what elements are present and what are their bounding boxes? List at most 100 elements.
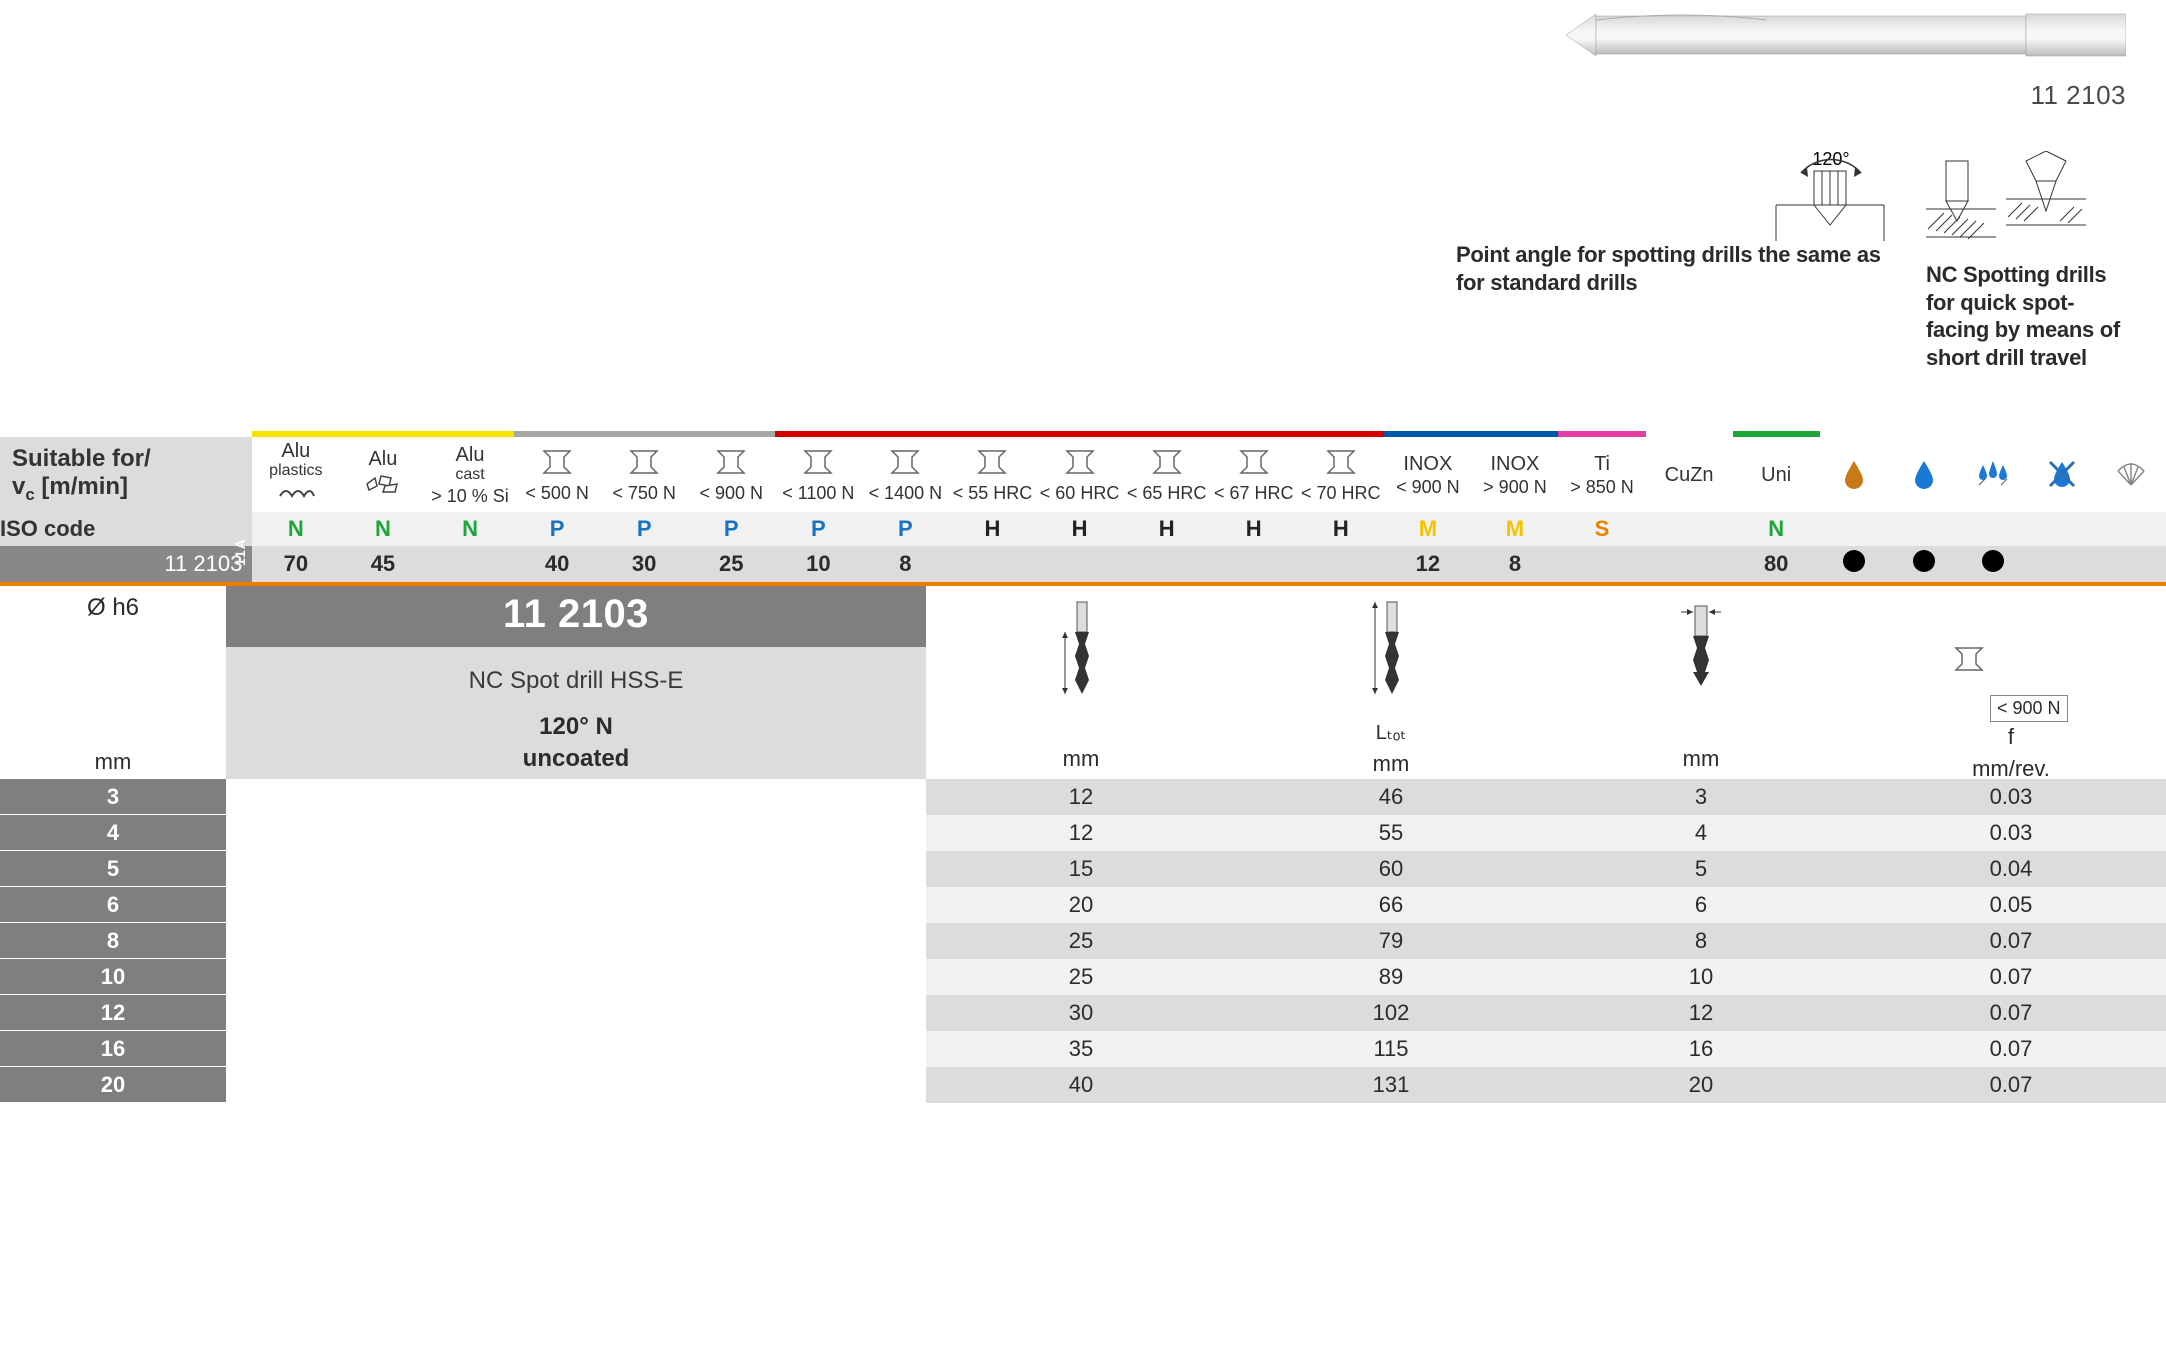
material-header-row: Suitable for/ vc [m/min] AluplasticsAluA… bbox=[0, 437, 2166, 512]
filled-dot-icon bbox=[1913, 550, 1935, 572]
value-cell: 40 bbox=[926, 1067, 1236, 1103]
iso-code-cell: P bbox=[775, 512, 862, 546]
value-cell: 12 bbox=[926, 815, 1236, 851]
iso-code-cell bbox=[2097, 512, 2166, 546]
material-spec: < 55 HRC bbox=[951, 483, 1034, 504]
speed-value-cell: 12 bbox=[1384, 546, 1471, 582]
value-cell: 66 bbox=[1236, 887, 1546, 923]
product-title: 11A 11 2103 bbox=[226, 586, 926, 647]
filled-dot-icon bbox=[1843, 550, 1865, 572]
flute-length-icon bbox=[1051, 598, 1111, 714]
iso-code-cell: P bbox=[514, 512, 601, 546]
callout-region: 120° Point angle for spotting drills the… bbox=[0, 151, 2166, 371]
iso-code-cell: N bbox=[426, 512, 513, 546]
dimension-column-headers: mmLₜₒₜmmmm < 900 N f mm/rev. bbox=[926, 586, 2166, 779]
value-column: 121215202525303540 bbox=[926, 779, 1236, 1103]
value-cell: 35 bbox=[926, 1031, 1236, 1067]
material-header-cell: < 500 N bbox=[514, 437, 601, 512]
size-cell: 5 bbox=[0, 851, 226, 887]
iso-code-cell: N bbox=[252, 512, 339, 546]
material-spec: < 65 HRC bbox=[1125, 483, 1208, 504]
value-cell: 0.07 bbox=[1856, 1067, 2166, 1103]
option-header-cell bbox=[2097, 437, 2166, 512]
ibeam-icon bbox=[516, 449, 599, 481]
ibeam-icon bbox=[1038, 449, 1121, 481]
value-cell: 115 bbox=[1236, 1031, 1546, 1067]
iso-code-cell bbox=[2027, 512, 2096, 546]
value-column: 0.030.030.040.050.070.070.070.070.07 bbox=[1856, 779, 2166, 1103]
option-header-cell bbox=[1889, 437, 1958, 512]
value-cell: 15 bbox=[926, 851, 1236, 887]
value-cell: 0.07 bbox=[1856, 1031, 2166, 1067]
material-name: INOX bbox=[1386, 454, 1469, 475]
material-header-cell: Ti> 850 N bbox=[1558, 437, 1645, 512]
value-cell: 0.07 bbox=[1856, 995, 2166, 1031]
angle-callout-text: Point angle for spotting drills the same… bbox=[1456, 241, 1886, 296]
drop-amber-icon bbox=[1822, 459, 1887, 495]
iso-code-cell: N bbox=[1733, 512, 1820, 546]
material-header-cell: Aluplastics bbox=[252, 437, 339, 512]
hero-region: 11 2103 bbox=[0, 10, 2166, 111]
dimension-rows-region: 3456810121620 12121520252530354046556066… bbox=[0, 779, 2166, 1103]
value-cell: 0.04 bbox=[1856, 851, 2166, 887]
value-cell: 6 bbox=[1546, 887, 1856, 923]
material-header-cell: Alu bbox=[339, 437, 426, 512]
size-column: 3456810121620 bbox=[0, 779, 226, 1103]
value-cell: 55 bbox=[1236, 815, 1546, 851]
iso-code-cell bbox=[1646, 512, 1733, 546]
value-columns: 1212152025253035404655606679891021151313… bbox=[926, 779, 2166, 1103]
material-header-cell: INOX< 900 N bbox=[1384, 437, 1471, 512]
iso-code-cell bbox=[1889, 512, 1958, 546]
column-unit: mm bbox=[1063, 746, 1100, 772]
badge-11a: 11A bbox=[232, 538, 248, 596]
value-cell: 0.03 bbox=[1856, 779, 2166, 815]
option-value-cell bbox=[2097, 546, 2166, 582]
filled-dot-icon bbox=[1982, 550, 2004, 572]
value-cell: 0.03 bbox=[1856, 815, 2166, 851]
iso-code-cell: H bbox=[1123, 512, 1210, 546]
alu-plastics-icon bbox=[254, 482, 337, 510]
size-cell: 8 bbox=[0, 923, 226, 959]
iso-code-cell: M bbox=[1471, 512, 1558, 546]
speed-value-cell: 80 bbox=[1733, 546, 1820, 582]
size-cell: 6 bbox=[0, 887, 226, 923]
value-cell: 8 bbox=[1546, 923, 1856, 959]
speed-value-cell bbox=[1558, 546, 1645, 582]
value-cell: 12 bbox=[926, 779, 1236, 815]
material-suitability-table: Suitable for/ vc [m/min] AluplasticsAluA… bbox=[0, 431, 2166, 582]
iso-code-cell: P bbox=[862, 512, 949, 546]
value-cell: 102 bbox=[1236, 995, 1546, 1031]
iso-code-cell bbox=[1820, 512, 1889, 546]
speed-value-cell: 45 bbox=[339, 546, 426, 582]
diameter-label: Ø h6 bbox=[0, 586, 226, 626]
value-cell: 10 bbox=[1546, 959, 1856, 995]
value-cell: 79 bbox=[1236, 923, 1546, 959]
material-header-cell: < 1400 N bbox=[862, 437, 949, 512]
value-cell: 25 bbox=[926, 959, 1236, 995]
size-cell: 16 bbox=[0, 1031, 226, 1067]
feed-badge: < 900 N f bbox=[1954, 604, 2067, 750]
dimension-header-region: Ø h6 mm 11A 11 2103 NC Spot drill HSS-E … bbox=[0, 586, 2166, 779]
material-header-cell: Uni bbox=[1733, 437, 1820, 512]
speed-value-cell bbox=[1036, 546, 1123, 582]
iso-code-cell: H bbox=[1036, 512, 1123, 546]
material-name: Ti bbox=[1560, 454, 1643, 475]
size-cell: 20 bbox=[0, 1067, 226, 1103]
option-header-cell bbox=[1958, 437, 2027, 512]
total-length-icon bbox=[1361, 598, 1421, 714]
option-value-cell bbox=[1889, 546, 1958, 582]
ibeam-icon bbox=[1212, 449, 1295, 481]
iso-code-row: ISO code NNNPPPPPHHHHHMMSN bbox=[0, 512, 2166, 546]
material-spec: < 60 HRC bbox=[1038, 483, 1121, 504]
ibeam-icon bbox=[603, 449, 686, 481]
speed-value-cell bbox=[1123, 546, 1210, 582]
material-spec: < 900 N bbox=[1386, 477, 1469, 498]
option-value-cell bbox=[1958, 546, 2027, 582]
suitability-label: Suitable for/ vc [m/min] bbox=[0, 437, 252, 512]
material-header-cell: < 1100 N bbox=[775, 437, 862, 512]
material-spec: < 1400 N bbox=[864, 483, 947, 504]
alu-chips-icon bbox=[341, 472, 424, 502]
column-unit: mm bbox=[1683, 746, 1720, 772]
material-header-cell: INOX> 900 N bbox=[1471, 437, 1558, 512]
material-spec: > 850 N bbox=[1560, 477, 1643, 498]
